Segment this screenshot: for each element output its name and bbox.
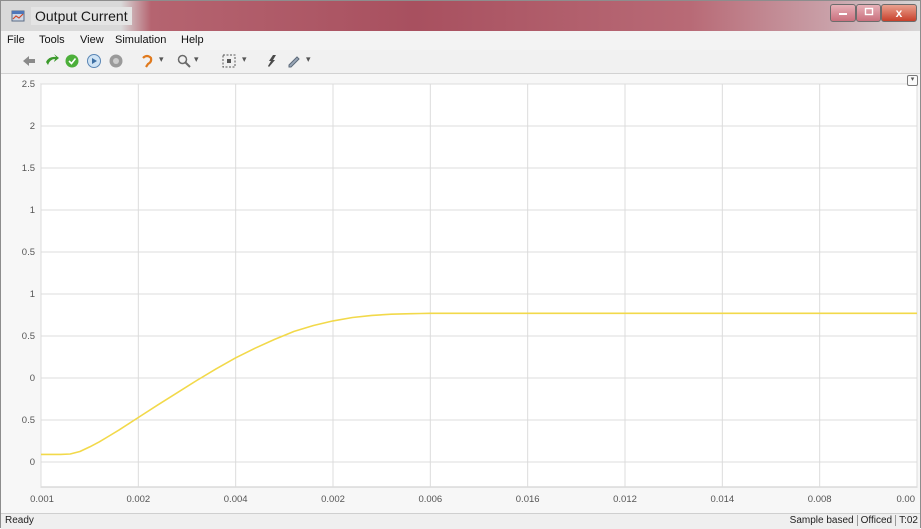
y-tick-label: 0.5 <box>22 415 35 426</box>
x-tick-label: 0.004 <box>224 494 248 505</box>
y-tick-label: 0.5 <box>22 331 35 342</box>
edit-dropdown-icon[interactable]: ▾ <box>306 54 311 64</box>
undo-icon[interactable] <box>139 53 155 69</box>
status-offset: Officed <box>860 515 893 527</box>
scope-display[interactable]: 2.5 2 1.5 1 0.5 1 0.5 0 0.5 0 0.001 0.002 0.004 0.00… <box>1 74 920 513</box>
undo-dropdown-icon[interactable]: ▾ <box>159 54 164 64</box>
y-tick-label: 0.5 <box>22 247 35 258</box>
x-tick-label: 0.00 <box>897 494 916 505</box>
edit-icon[interactable] <box>286 53 302 69</box>
plot-canvas[interactable]: 2.521.510.510.500.50 0.001 0.002 0.004 0.00… <box>1 74 920 513</box>
step-icon[interactable] <box>64 53 80 69</box>
x-tick-label: 0.001 <box>30 494 54 505</box>
menu-help[interactable]: Help <box>181 34 204 46</box>
y-tick-label: 2.5 <box>22 79 35 90</box>
collapse-legend-icon[interactable]: ▾ <box>907 75 918 86</box>
status-sample-mode: Sample based <box>789 515 854 527</box>
minimize-button[interactable] <box>830 4 856 22</box>
close-icon: x <box>895 6 903 20</box>
x-tick-label: 0.008 <box>808 494 832 505</box>
x-tick-label: 0.016 <box>516 494 540 505</box>
y-tick-label: 0 <box>30 373 35 384</box>
menu-bar: File Tools View Simulation Help <box>1 31 920 50</box>
title-bar[interactable]: Output Current x <box>1 1 920 31</box>
maximize-button[interactable] <box>856 4 881 22</box>
status-ready: Ready <box>5 515 34 526</box>
status-bar: Ready Sample based Officed T:02 <box>1 513 920 529</box>
x-axis-ticks: 0.001 0.002 0.004 0.002 0.006 0.016 0.012 0.014… <box>30 494 915 505</box>
menu-tools[interactable]: Tools <box>39 34 65 46</box>
close-button[interactable]: x <box>881 4 917 22</box>
menu-view[interactable]: View <box>80 34 104 46</box>
x-tick-label: 0.002 <box>321 494 345 505</box>
y-tick-label: 0 <box>30 457 35 468</box>
record-icon[interactable] <box>108 53 124 69</box>
output-current-line <box>41 312 917 456</box>
x-tick-label: 0.012 <box>613 494 637 505</box>
zoom-dropdown-icon[interactable]: ▾ <box>194 54 199 64</box>
x-tick-label: 0.014 <box>710 494 734 505</box>
fit-icon[interactable] <box>221 53 237 69</box>
y-tick-label: 1 <box>30 289 35 300</box>
status-divider <box>856 515 858 526</box>
status-divider <box>895 515 897 526</box>
highlight-icon[interactable] <box>264 53 280 69</box>
x-tick-label: 0.002 <box>126 494 150 505</box>
signal-trace <box>41 312 917 456</box>
y-tick-label: 1 <box>30 205 35 216</box>
grid <box>40 83 918 487</box>
y-axis-ticks: 2.5 2 1.5 1 0.5 1 0.5 0 0.5 0 <box>22 79 35 468</box>
y-tick-label: 2 <box>30 121 35 132</box>
menu-simulation[interactable]: Simulation <box>115 34 167 46</box>
window-title: Output Current <box>31 7 132 25</box>
fit-dropdown-icon[interactable]: ▾ <box>242 54 247 64</box>
maximize-icon <box>864 7 873 16</box>
run-icon[interactable] <box>44 53 60 69</box>
stop-icon[interactable] <box>86 53 102 69</box>
zoom-icon[interactable] <box>176 53 192 69</box>
minimize-icon <box>839 13 847 15</box>
plot-background <box>40 83 918 488</box>
x-tick-label: 0.006 <box>418 494 442 505</box>
toolbar: ▾ ▾ ▾ ▾ <box>1 50 920 74</box>
back-icon[interactable] <box>21 53 37 69</box>
status-time: T:02 <box>899 515 918 527</box>
status-info: Sample based Officed T:02 <box>790 515 918 526</box>
menu-file[interactable]: File <box>7 34 25 46</box>
y-tick-label: 1.5 <box>22 163 35 174</box>
scope-app-icon <box>11 10 25 22</box>
